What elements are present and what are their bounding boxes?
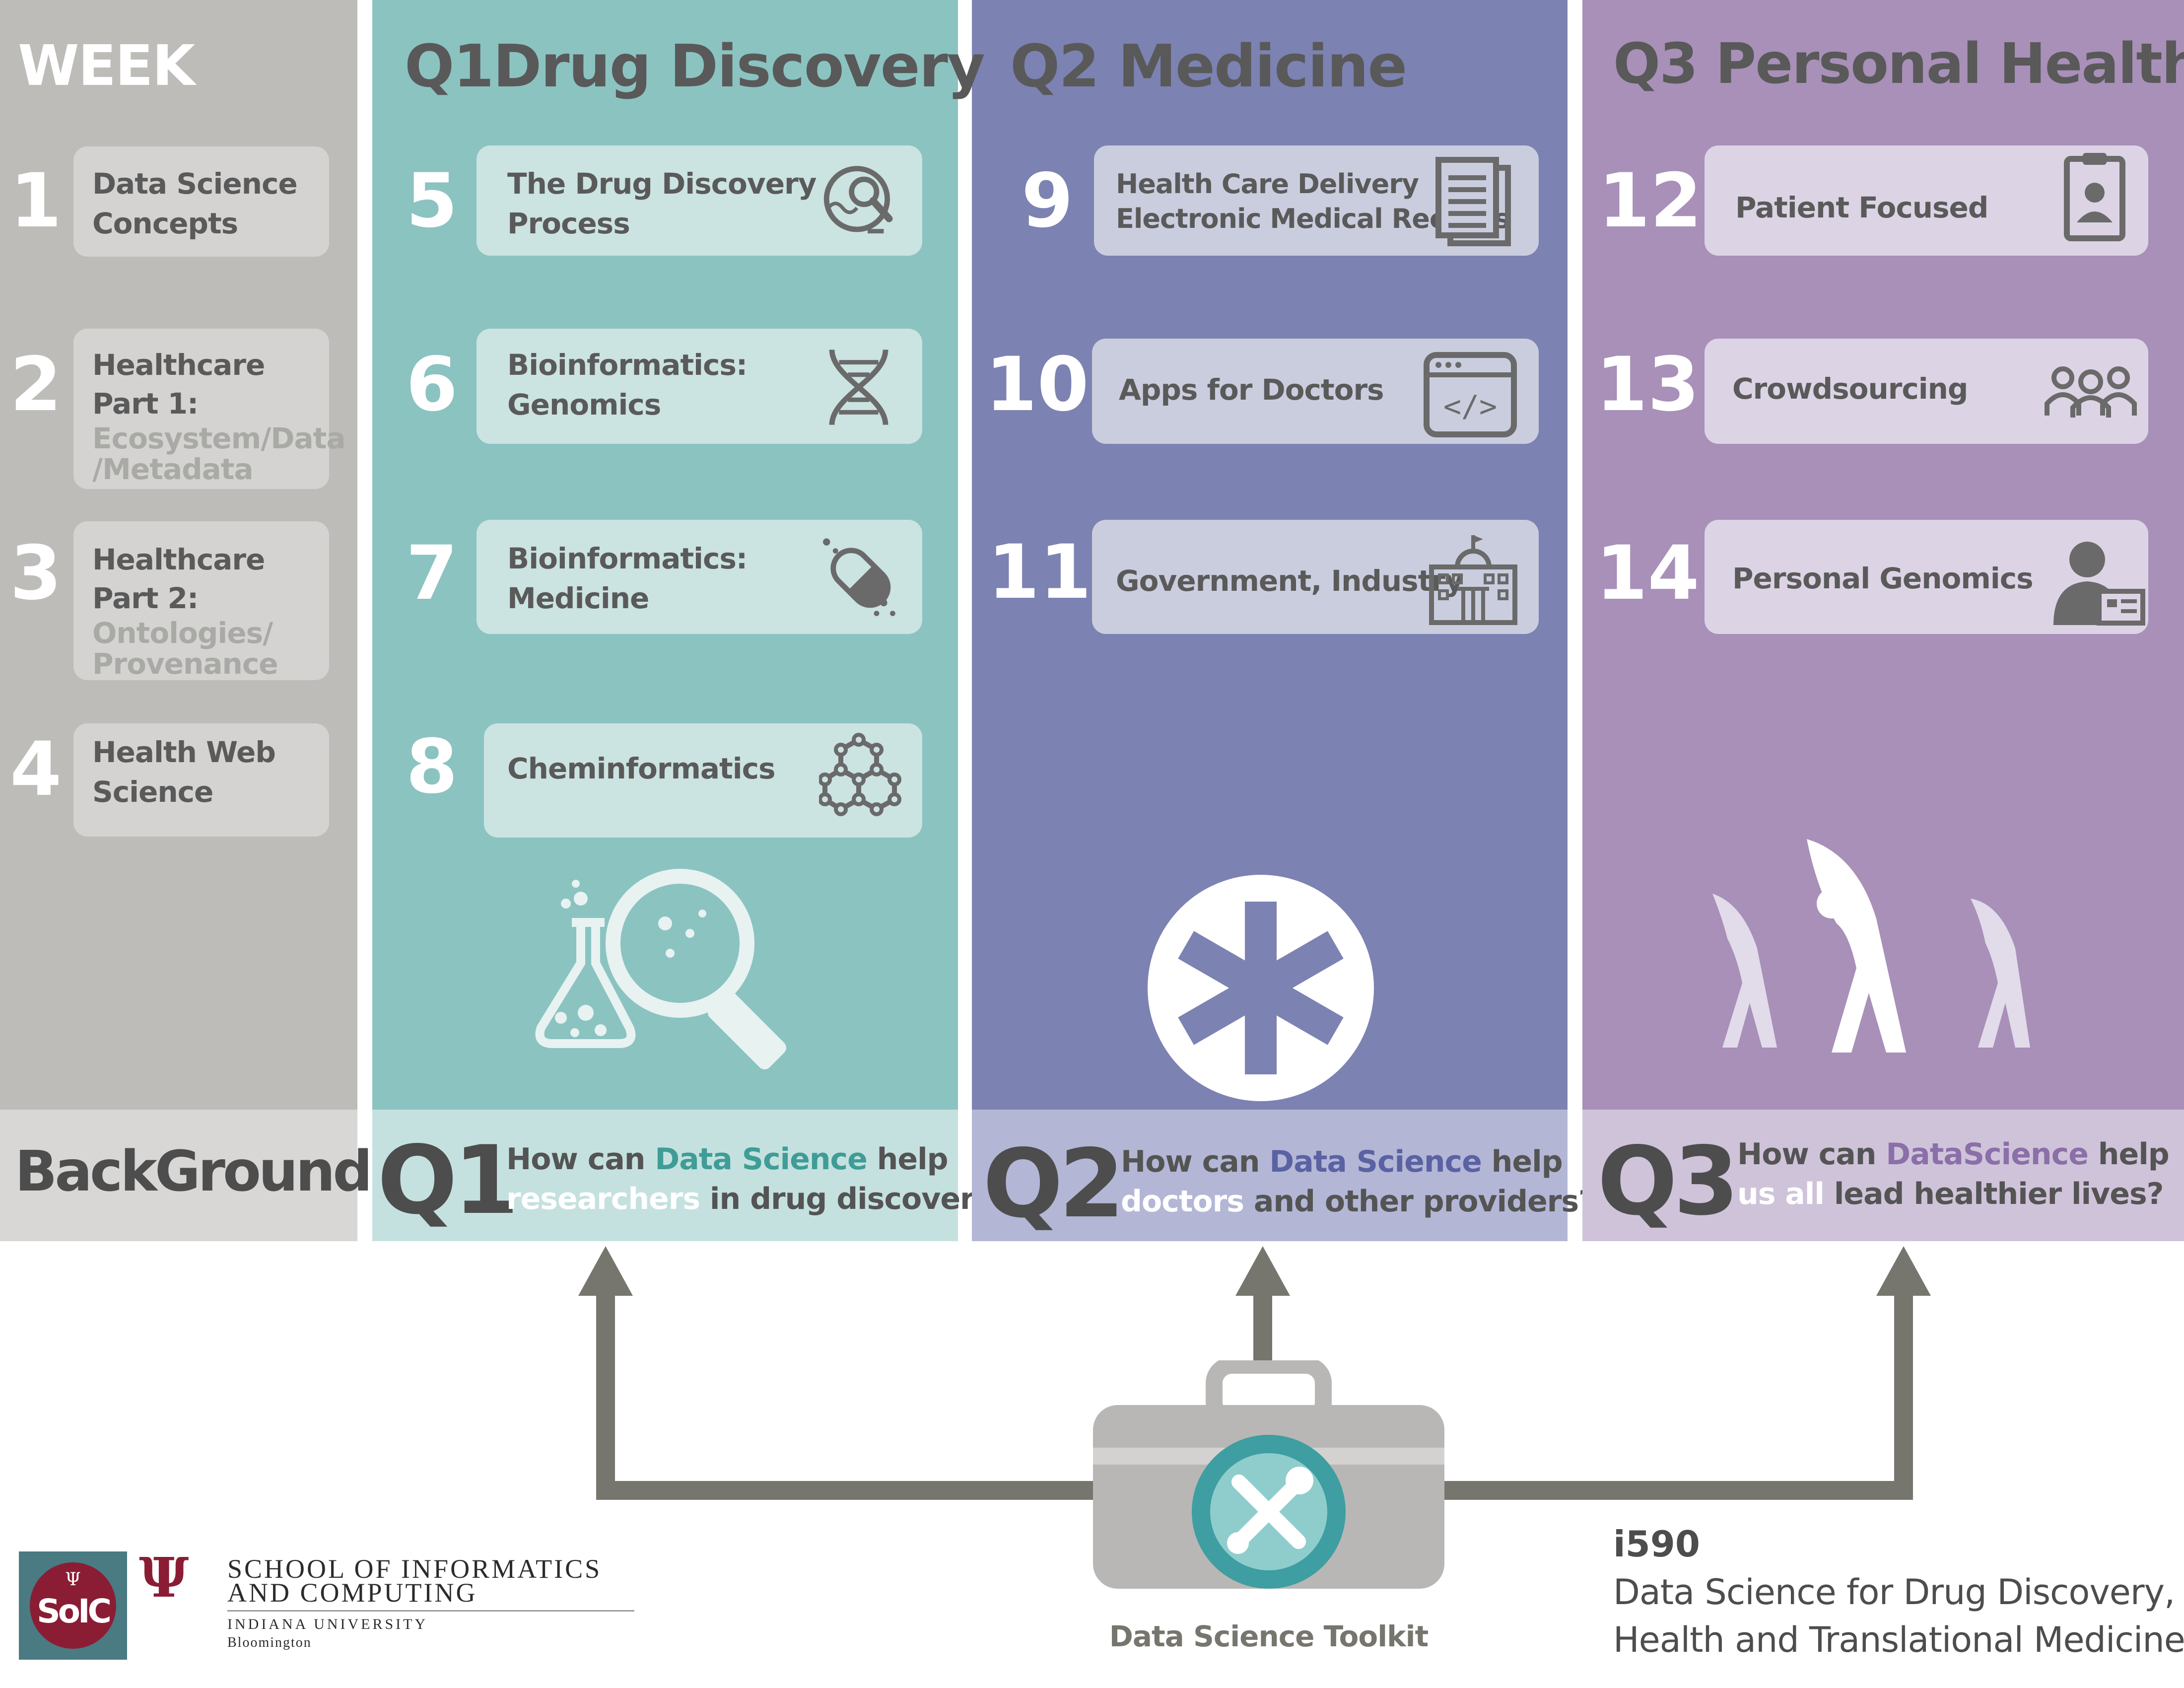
person-id-icon — [2053, 542, 2145, 626]
week-card-label: Health Web Science — [92, 735, 276, 809]
iu-trident-icon: Ψ — [139, 1546, 189, 1610]
week-card-label: Personal Genomics — [1732, 562, 2034, 595]
week-card-label: Healthcare Part 2: Ontologies/Provenance — [92, 543, 278, 681]
week-card-label: Bioinformatics: Medicine — [507, 542, 748, 615]
group-icon — [2045, 366, 2137, 418]
week-card-label: Patient Focused — [1735, 191, 1988, 224]
week-card — [73, 146, 329, 257]
pill-icon — [823, 538, 895, 616]
q3-footer: Q3 How can DataScience help us all lead … — [1582, 1110, 2184, 1241]
week-card-label: Data Science Concepts — [92, 167, 298, 240]
soic-badge-text: SoIC — [37, 1592, 112, 1630]
week-card-label: Crowdsourcing — [1732, 372, 1968, 406]
week-number: 3 — [10, 530, 62, 617]
week-number: 2 — [10, 342, 62, 428]
course-code: i590 — [1613, 1523, 1700, 1565]
week-card — [477, 520, 922, 634]
week-card — [73, 329, 329, 489]
week-number: 6 — [406, 342, 458, 428]
q2-question-text: How can Data Science help doctors and ot… — [1121, 1144, 1596, 1219]
week-card — [73, 521, 329, 680]
week-card-label: Government, Industry — [1116, 564, 1464, 598]
university-name: INDIANA UNIVERSITY — [227, 1616, 428, 1632]
patient-chart-icon — [2064, 153, 2125, 241]
week-number: 14 — [1596, 530, 1700, 617]
campus-name: Bloomington — [227, 1635, 312, 1650]
school-name-line2: AND COMPUTING — [227, 1578, 478, 1608]
flask-magnifier-icon — [535, 869, 787, 1070]
week-card-label: Healthcare Part 1: Ecosystem/Data/Metadat… — [92, 348, 346, 486]
week-card — [477, 329, 922, 444]
svg-text:</>: </> — [1443, 389, 1497, 424]
week-card — [1705, 339, 2148, 444]
week-card — [73, 723, 329, 837]
q2-footer: Q2 How can Data Science help doctors and… — [972, 1110, 1596, 1241]
logo-divider — [227, 1610, 634, 1612]
week-number: 10 — [985, 342, 1089, 428]
week-number: 1 — [10, 158, 62, 244]
q1-question-label: Q1 — [377, 1125, 519, 1235]
week-number: 8 — [406, 724, 458, 810]
background-label: BackGround — [15, 1139, 373, 1204]
q1-footer: Q1 How can Data Science help researchers… — [372, 1110, 1011, 1241]
exercising-people-icon — [1712, 839, 2030, 1053]
course-title-line1: Data Science for Drug Discovery, — [1613, 1572, 2175, 1613]
week-card-label: The Drug Discovery Process — [507, 167, 817, 240]
soic-logo: SoIC Ψ Ψ SCHOOL OF INFORMATICS AND COMPU… — [19, 1546, 644, 1661]
week-number: 9 — [1021, 158, 1074, 244]
q3-header: Q3 Personal Health — [1613, 32, 2184, 96]
toolkit-icon — [1093, 1360, 1444, 1589]
week-card-label: Bioinformatics: Genomics — [507, 348, 748, 422]
background-footer: BackGround — [0, 1110, 373, 1241]
q3-question-label: Q3 — [1597, 1126, 1739, 1236]
week-card-label: Health Care Delivery Electronic Medical R… — [1116, 168, 1510, 234]
q1-header: Q1Drug Discovery — [405, 32, 985, 100]
drug-discovery-icon — [823, 166, 893, 234]
q2-header: Q2 Medicine — [1010, 32, 1407, 100]
q3-question-text: How can DataScience help us all lead hea… — [1737, 1137, 2170, 1211]
medical-star-icon — [1148, 875, 1374, 1101]
dna-icon — [829, 349, 888, 425]
code-window-icon: </> — [1424, 352, 1517, 437]
q2-question-label: Q2 — [983, 1129, 1125, 1239]
week-number: 12 — [1598, 158, 1702, 244]
week-number: 5 — [406, 158, 458, 244]
week-header: WEEK — [18, 34, 195, 98]
course-title-line2: Health and Translational Medicine — [1613, 1619, 2184, 1660]
toolkit-label: Data Science Toolkit — [1109, 1619, 1429, 1653]
week-number: 7 — [406, 530, 458, 617]
molecule-icon — [819, 733, 901, 816]
documents-icon — [1435, 157, 1511, 246]
week-card — [477, 145, 922, 256]
week-number: 13 — [1596, 342, 1700, 428]
week-card-label: Apps for Doctors — [1119, 373, 1384, 407]
week-number: 4 — [10, 726, 62, 813]
week-card-label: Cheminformatics — [507, 752, 776, 785]
trident-small-icon: Ψ — [65, 1569, 81, 1590]
government-building-icon — [1429, 535, 1517, 625]
soic-badge: SoIC Ψ — [19, 1551, 127, 1660]
week-number: 11 — [988, 529, 1092, 616]
school-name-line1: SCHOOL OF INFORMATICS — [227, 1554, 602, 1584]
q1-question-text: How can Data Science help researchers in… — [506, 1142, 1011, 1216]
